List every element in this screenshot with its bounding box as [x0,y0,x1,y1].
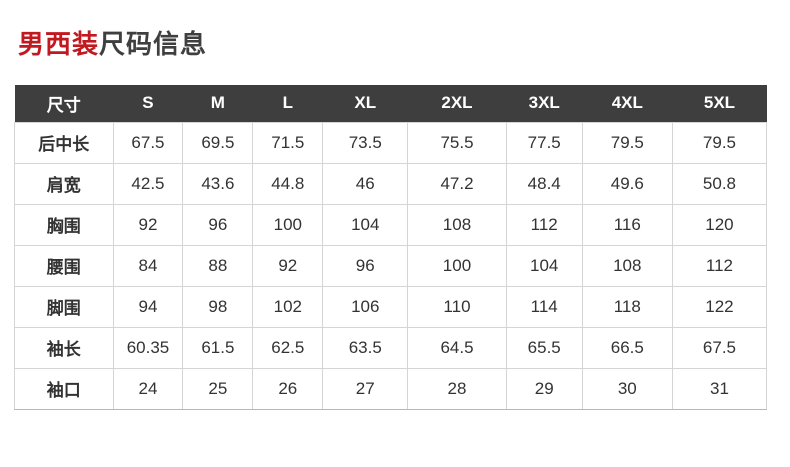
table-cell: 100 [407,244,507,287]
table-cell: 79.5 [581,121,673,164]
row-label: 脚围 [14,285,114,328]
row-label: 后中长 [14,121,114,164]
table-cell: 116 [581,203,673,246]
table-cell: 47.2 [407,162,507,205]
header-cell-size-L: L [252,84,323,123]
header-cell-size-4XL: 4XL [582,84,673,123]
table-cell: 112 [505,203,583,246]
header-cell-measure: 尺寸 [14,84,113,123]
table-row: 袖长 60.35 61.5 62.5 63.5 64.5 65.5 66.5 67.5 [14,326,768,369]
table-cell: 25 [182,367,254,410]
table-cell: 100 [252,203,324,246]
size-chart-header: 尺寸 S M L XL 2XL 3XL 4XL 5XL [14,84,767,123]
table-cell: 48.4 [505,162,583,205]
table-cell: 92 [252,244,324,287]
page-title-highlight: 男西装 [18,29,100,59]
table-cell: 67.5 [671,326,768,369]
page-title: 男西装尺码信息 [18,28,790,62]
table-cell: 26 [252,367,324,410]
table-cell: 67.5 [112,121,184,164]
table-cell: 118 [581,285,673,328]
table-cell: 46 [322,162,409,205]
header-cell-size-S: S [113,84,183,123]
table-cell: 98 [182,285,254,328]
header-cell-size-2XL: 2XL [407,84,507,123]
table-row: 腰围 84 88 92 96 100 104 108 112 [14,244,768,287]
table-row: 肩宽 42.5 43.6 44.8 46 47.2 48.4 49.6 50.8 [14,162,768,205]
table-cell: 94 [112,285,184,328]
table-cell: 31 [671,367,768,410]
table-cell: 60.35 [112,326,184,369]
table-cell: 69.5 [182,121,254,164]
table-cell: 71.5 [252,121,324,164]
table-cell: 120 [671,203,768,246]
header-cell-size-XL: XL [322,84,408,123]
row-label: 肩宽 [14,162,114,205]
table-cell: 104 [505,244,583,287]
table-cell: 29 [505,367,583,410]
table-cell: 110 [407,285,507,328]
table-cell: 114 [505,285,583,328]
size-chart-header-row: 尺寸 S M L XL 2XL 3XL 4XL 5XL [14,84,767,123]
table-cell: 77.5 [505,121,583,164]
table-cell: 61.5 [182,326,254,369]
header-cell-size-3XL: 3XL [506,84,583,123]
table-cell: 112 [671,244,768,287]
table-cell: 66.5 [581,326,673,369]
table-cell: 84 [112,244,184,287]
table-cell: 30 [581,367,673,410]
table-cell: 24 [112,367,184,410]
table-cell: 96 [322,244,409,287]
table-cell: 65.5 [505,326,583,369]
row-label: 袖口 [14,367,114,410]
table-cell: 62.5 [252,326,324,369]
table-cell: 42.5 [112,162,184,205]
table-cell: 96 [182,203,254,246]
header-cell-size-5XL: 5XL [672,84,767,123]
table-cell: 102 [252,285,324,328]
table-row: 后中长 67.5 69.5 71.5 73.5 75.5 77.5 79.5 79.5 [14,121,768,164]
table-row: 袖口 24 25 26 27 28 29 30 31 [14,367,768,410]
table-cell: 50.8 [671,162,768,205]
table-cell: 104 [322,203,409,246]
table-cell: 108 [407,203,507,246]
table-row: 胸围 92 96 100 104 108 112 116 120 [14,203,768,246]
table-cell: 43.6 [182,162,254,205]
row-label: 袖长 [14,326,114,369]
table-cell: 27 [322,367,409,410]
table-cell: 73.5 [322,121,409,164]
table-cell: 64.5 [407,326,507,369]
page-title-rest: 尺码信息 [99,29,208,59]
table-cell: 92 [112,203,184,246]
table-cell: 108 [581,244,673,287]
table-row: 脚围 94 98 102 106 110 114 118 122 [14,285,768,328]
row-label: 胸围 [14,203,114,246]
header-cell-size-M: M [182,84,253,123]
table-cell: 49.6 [581,162,673,205]
table-cell: 122 [671,285,768,328]
table-cell: 106 [322,285,409,328]
table-cell: 79.5 [671,121,768,164]
row-label: 腰围 [14,244,114,287]
table-cell: 88 [182,244,254,287]
table-cell: 63.5 [322,326,409,369]
table-cell: 75.5 [407,121,507,164]
table-cell: 28 [407,367,507,410]
size-chart-table: 尺寸 S M L XL 2XL 3XL 4XL 5XL 后中长 67.5 69.5 71.5 73.5 7… [14,84,768,410]
size-chart-body: 后中长 67.5 69.5 71.5 73.5 75.5 77.5 79.5 79.5 肩宽 42.… [14,121,768,410]
table-cell: 44.8 [252,162,324,205]
